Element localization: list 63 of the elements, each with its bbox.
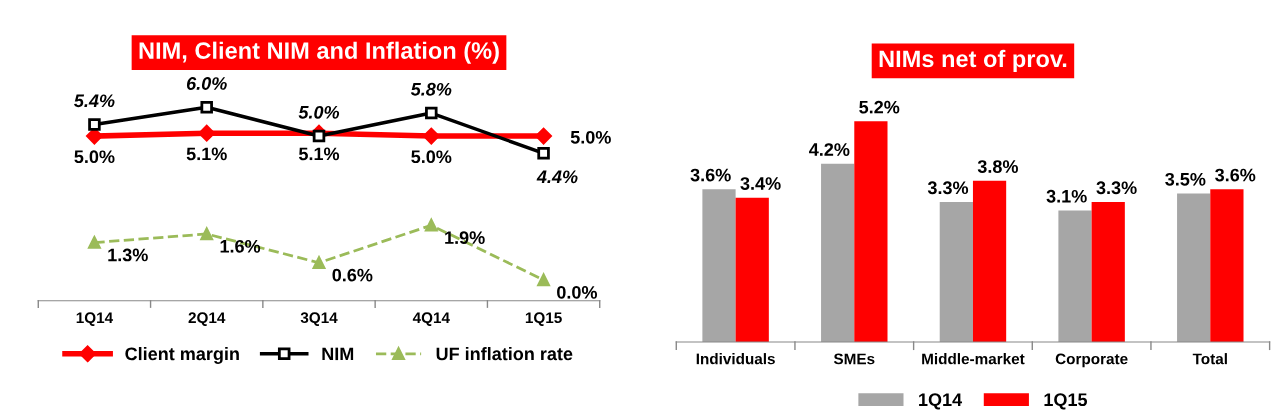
data-label: 5.2% — [859, 100, 900, 114]
data-label: 3.5% — [1165, 172, 1206, 186]
data-label: 3.6% — [690, 168, 731, 182]
x-tick-label: Total — [1192, 353, 1227, 365]
bar — [1058, 210, 1092, 342]
point — [88, 236, 101, 249]
legend-label: Client margin — [125, 347, 239, 364]
point — [88, 118, 101, 131]
point — [425, 106, 438, 120]
x-tick-label: 4Q14 — [412, 312, 450, 326]
legend-label: NIM — [322, 347, 354, 361]
legend-label: 1Q14 — [919, 393, 963, 410]
bar — [972, 180, 1007, 342]
point — [200, 101, 213, 114]
data-label: 0.0% — [557, 285, 598, 299]
point — [198, 124, 215, 142]
bar — [1091, 201, 1125, 342]
data-label: 4.4% — [536, 170, 578, 184]
bar — [854, 121, 888, 342]
x-tick-label: Corporate — [1055, 353, 1128, 368]
data-label: 5.0% — [74, 150, 115, 164]
bar — [939, 201, 973, 342]
x-tick-label: 1Q14 — [76, 312, 114, 326]
data-label: 3.6% — [1215, 168, 1256, 182]
point — [312, 256, 326, 269]
data-label: 1.3% — [108, 248, 148, 262]
data-label: 5.0% — [298, 105, 340, 119]
x-tick-label: SMEs — [833, 353, 875, 365]
bar — [1210, 189, 1244, 342]
bar — [1177, 193, 1211, 342]
data-label: 5.1% — [186, 147, 227, 161]
data-label: 0.6% — [332, 268, 373, 282]
data-label: 3.4% — [740, 177, 781, 190]
bar — [735, 197, 769, 342]
data-label: 3.8% — [977, 160, 1018, 173]
point — [537, 273, 550, 287]
data-label: 1.6% — [220, 239, 261, 253]
data-label: 3.3% — [927, 181, 969, 195]
data-label: 3.3% — [1096, 181, 1137, 195]
x-tick-label: 3Q14 — [300, 312, 338, 326]
point — [312, 129, 326, 143]
x-tick-label: 1Q15 — [525, 312, 562, 326]
point — [535, 127, 552, 145]
point — [537, 147, 550, 160]
data-label: 3.1% — [1046, 189, 1087, 203]
chart-title: NIM, Client NIM and Inflation (%) — [139, 41, 499, 64]
legend-label: UF inflation rate — [436, 347, 573, 361]
data-label: 4.2% — [809, 143, 850, 156]
data-label: 5.8% — [410, 82, 452, 96]
legend-label: 1Q15 — [1044, 393, 1088, 410]
point — [200, 227, 213, 241]
data-label: 5.1% — [298, 147, 340, 161]
data-label: 6.0% — [186, 77, 227, 90]
data-label: 5.4% — [74, 94, 115, 108]
data-label: 5.0% — [411, 150, 452, 164]
data-label: 5.0% — [570, 130, 611, 144]
x-tick-label: 2Q14 — [188, 312, 226, 326]
bar — [702, 189, 736, 342]
x-tick-label: Individuals — [696, 353, 775, 365]
bar — [821, 163, 855, 342]
x-tick-label: Middle-market — [922, 353, 1025, 365]
chart-title: NIMs net of prov. — [879, 49, 1067, 72]
point — [423, 127, 440, 145]
